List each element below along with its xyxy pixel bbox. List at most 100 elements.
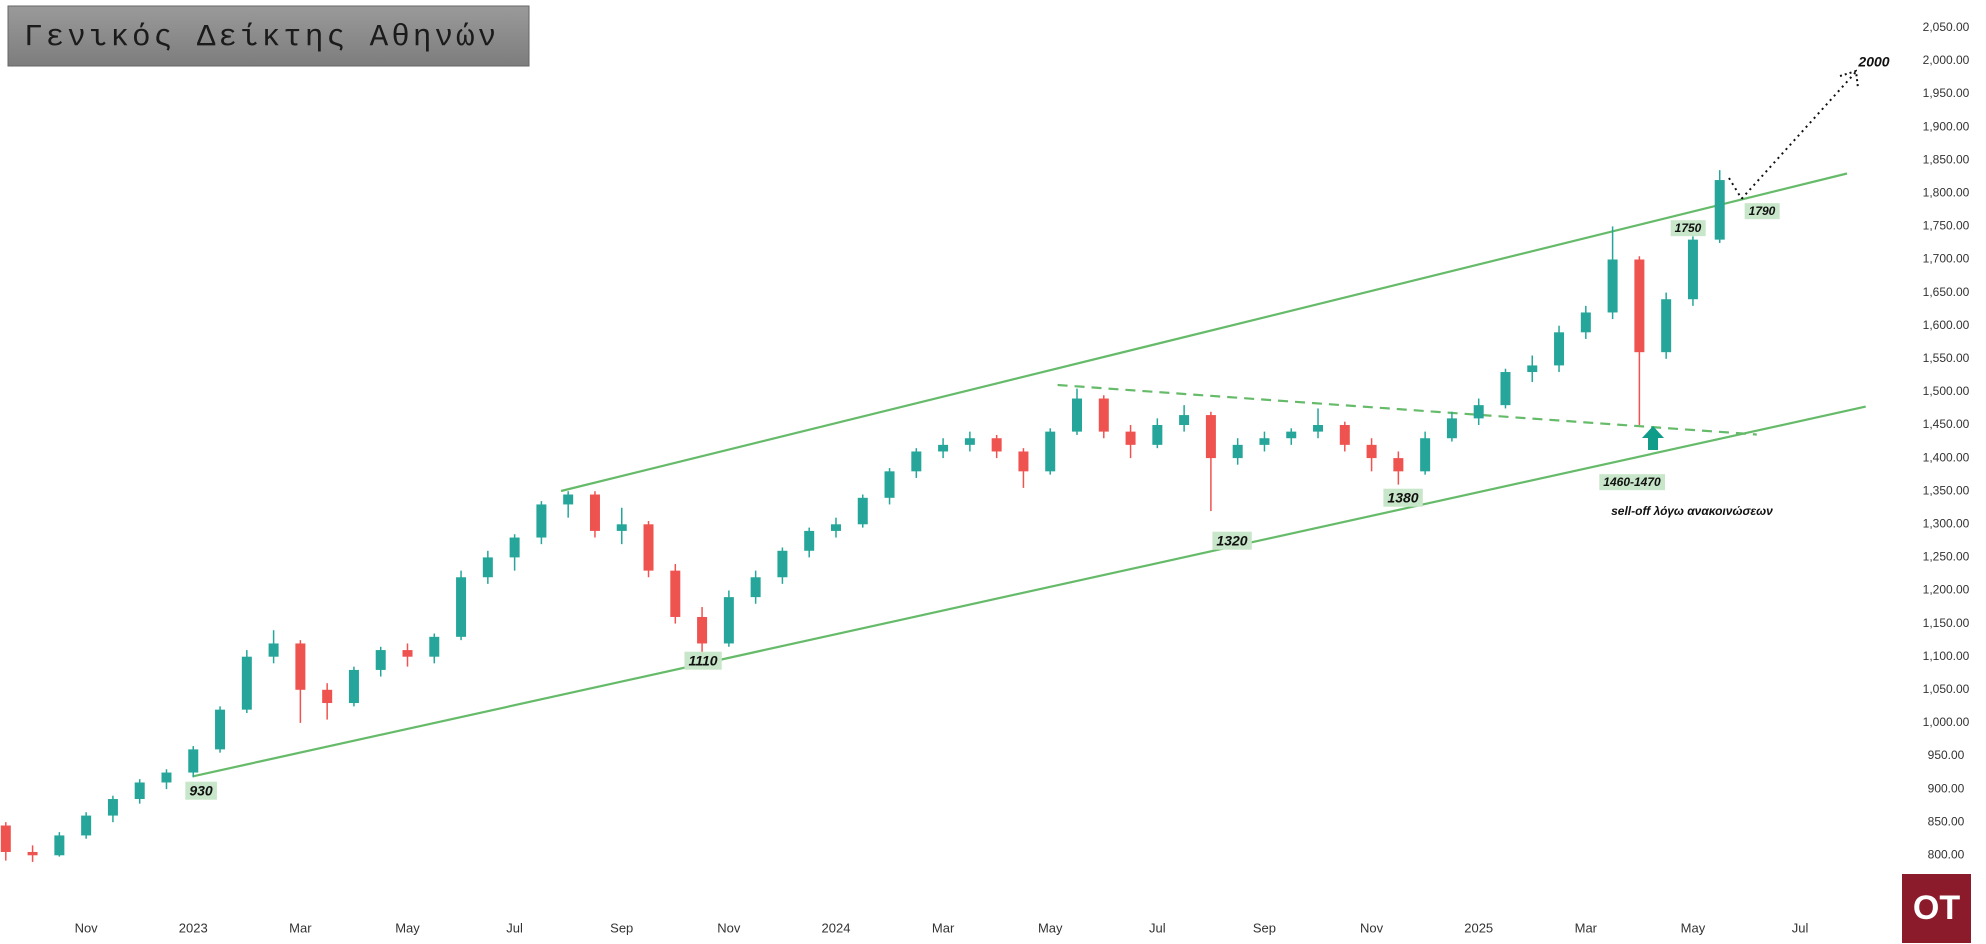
candle-body bbox=[670, 570, 681, 617]
x-tick-label: Nov bbox=[1360, 920, 1384, 935]
candle-body bbox=[482, 557, 493, 578]
x-tick-label: Sep bbox=[1253, 920, 1276, 935]
candle-body bbox=[643, 524, 654, 571]
candle-body bbox=[536, 504, 547, 538]
y-tick-label: 1,300.00 bbox=[1923, 516, 1970, 530]
y-tick-label: 1,850.00 bbox=[1923, 152, 1970, 166]
y-tick-label: 900.00 bbox=[1928, 781, 1965, 795]
x-tick-label: May bbox=[1038, 920, 1063, 935]
candle-body bbox=[402, 650, 413, 657]
annotation-bg bbox=[684, 651, 722, 670]
candle-body bbox=[911, 451, 922, 472]
annotation: 930 bbox=[189, 783, 213, 799]
candle-body bbox=[938, 444, 949, 452]
candle-body bbox=[1259, 438, 1270, 445]
x-tick-label: Mar bbox=[1575, 920, 1598, 935]
y-tick-label: 1,450.00 bbox=[1923, 417, 1970, 431]
annotation: 1320 bbox=[1216, 533, 1247, 549]
candle-body bbox=[1661, 299, 1672, 353]
candle-body bbox=[1286, 431, 1297, 439]
drawings bbox=[192, 69, 1866, 778]
x-tick-label: May bbox=[395, 920, 420, 935]
candle-body bbox=[1634, 259, 1645, 353]
candle-body bbox=[697, 616, 708, 644]
candle-body bbox=[1687, 239, 1698, 300]
dashed-trendline bbox=[1057, 383, 1757, 436]
candle-body bbox=[322, 689, 333, 704]
annotation: 1790 bbox=[1749, 204, 1776, 218]
y-tick-label: 1,700.00 bbox=[1923, 252, 1970, 266]
x-tick-label: 2024 bbox=[822, 920, 851, 935]
candle-body bbox=[268, 643, 279, 657]
candle-body bbox=[1125, 431, 1136, 445]
candle-body bbox=[1072, 398, 1082, 432]
candle-body bbox=[884, 471, 895, 498]
candle-body bbox=[1339, 424, 1350, 445]
channel-lower bbox=[192, 405, 1866, 778]
candle-body bbox=[375, 650, 386, 670]
y-tick-label: 1,500.00 bbox=[1923, 384, 1970, 398]
y-tick-label: 1,200.00 bbox=[1923, 583, 1970, 597]
annotation-bg bbox=[1670, 220, 1706, 237]
y-tick-label: 1,350.00 bbox=[1923, 483, 1970, 497]
candle-body bbox=[1580, 312, 1591, 333]
annotation: 1750 bbox=[1675, 221, 1702, 235]
x-tick-label: Nov bbox=[717, 920, 741, 935]
chart-title: Γενικός Δείκτης Αθηνών bbox=[24, 20, 499, 55]
candle-body bbox=[27, 851, 38, 856]
candle-body bbox=[1205, 415, 1216, 459]
candle-body bbox=[1527, 365, 1538, 373]
y-tick-label: 1,250.00 bbox=[1923, 550, 1970, 564]
annotation-bg bbox=[185, 781, 217, 800]
y-tick-label: 1,150.00 bbox=[1923, 616, 1970, 630]
x-tick-label: Mar bbox=[289, 920, 312, 935]
candle-body bbox=[830, 524, 841, 531]
candle-body bbox=[616, 524, 627, 531]
candle-body bbox=[563, 494, 574, 505]
candles bbox=[0, 170, 1725, 862]
candle-body bbox=[215, 709, 226, 750]
candle-body bbox=[1232, 444, 1243, 459]
candle-body bbox=[456, 577, 467, 637]
candle-body bbox=[1607, 259, 1618, 313]
candle-body bbox=[134, 782, 145, 800]
y-tick-label: 1,650.00 bbox=[1923, 285, 1970, 299]
projection-arrow bbox=[1740, 71, 1857, 200]
y-tick-label: 1,600.00 bbox=[1923, 318, 1970, 332]
annotation-bg bbox=[1383, 488, 1423, 507]
candle-body bbox=[1179, 415, 1190, 425]
candle-body bbox=[188, 749, 199, 773]
y-tick-label: 1,750.00 bbox=[1923, 219, 1970, 233]
y-tick-label: 1,000.00 bbox=[1923, 715, 1970, 729]
candle-body bbox=[0, 825, 11, 852]
y-tick-label: 2,000.00 bbox=[1923, 53, 1970, 67]
up-arrow bbox=[1642, 426, 1664, 450]
candle-body bbox=[1420, 438, 1431, 472]
y-tick-label: 1,050.00 bbox=[1923, 682, 1970, 696]
y-tick-label: 850.00 bbox=[1928, 814, 1965, 828]
y-tick-label: 1,400.00 bbox=[1923, 450, 1970, 464]
candle-body bbox=[777, 550, 788, 578]
x-tick-label: Mar bbox=[932, 920, 955, 935]
annotation: sell-off λόγω ανακοινώσεων bbox=[1611, 504, 1773, 518]
x-tick-label: 2025 bbox=[1464, 920, 1493, 935]
candle-body bbox=[107, 799, 118, 816]
x-tick-label: Jul bbox=[1149, 920, 1166, 935]
candle-body bbox=[509, 537, 520, 558]
candle-body bbox=[1152, 424, 1163, 445]
candle-body bbox=[1313, 424, 1324, 432]
candle-body bbox=[804, 530, 815, 551]
projection-arrowhead bbox=[1839, 69, 1859, 89]
logo: OT bbox=[1913, 889, 1960, 927]
y-tick-label: 800.00 bbox=[1928, 847, 1965, 861]
candle-body bbox=[857, 497, 868, 525]
x-tick-label: Sep bbox=[610, 920, 633, 935]
candle-body bbox=[1446, 418, 1457, 439]
annotation: 2000 bbox=[1857, 54, 1889, 70]
x-tick-label: 2023 bbox=[179, 920, 208, 935]
y-tick-label: 1,900.00 bbox=[1923, 119, 1970, 133]
x-tick-label: Nov bbox=[75, 920, 99, 935]
candle-body bbox=[1045, 431, 1056, 472]
candle-body bbox=[1554, 332, 1565, 366]
y-tick-label: 1,950.00 bbox=[1923, 86, 1970, 100]
